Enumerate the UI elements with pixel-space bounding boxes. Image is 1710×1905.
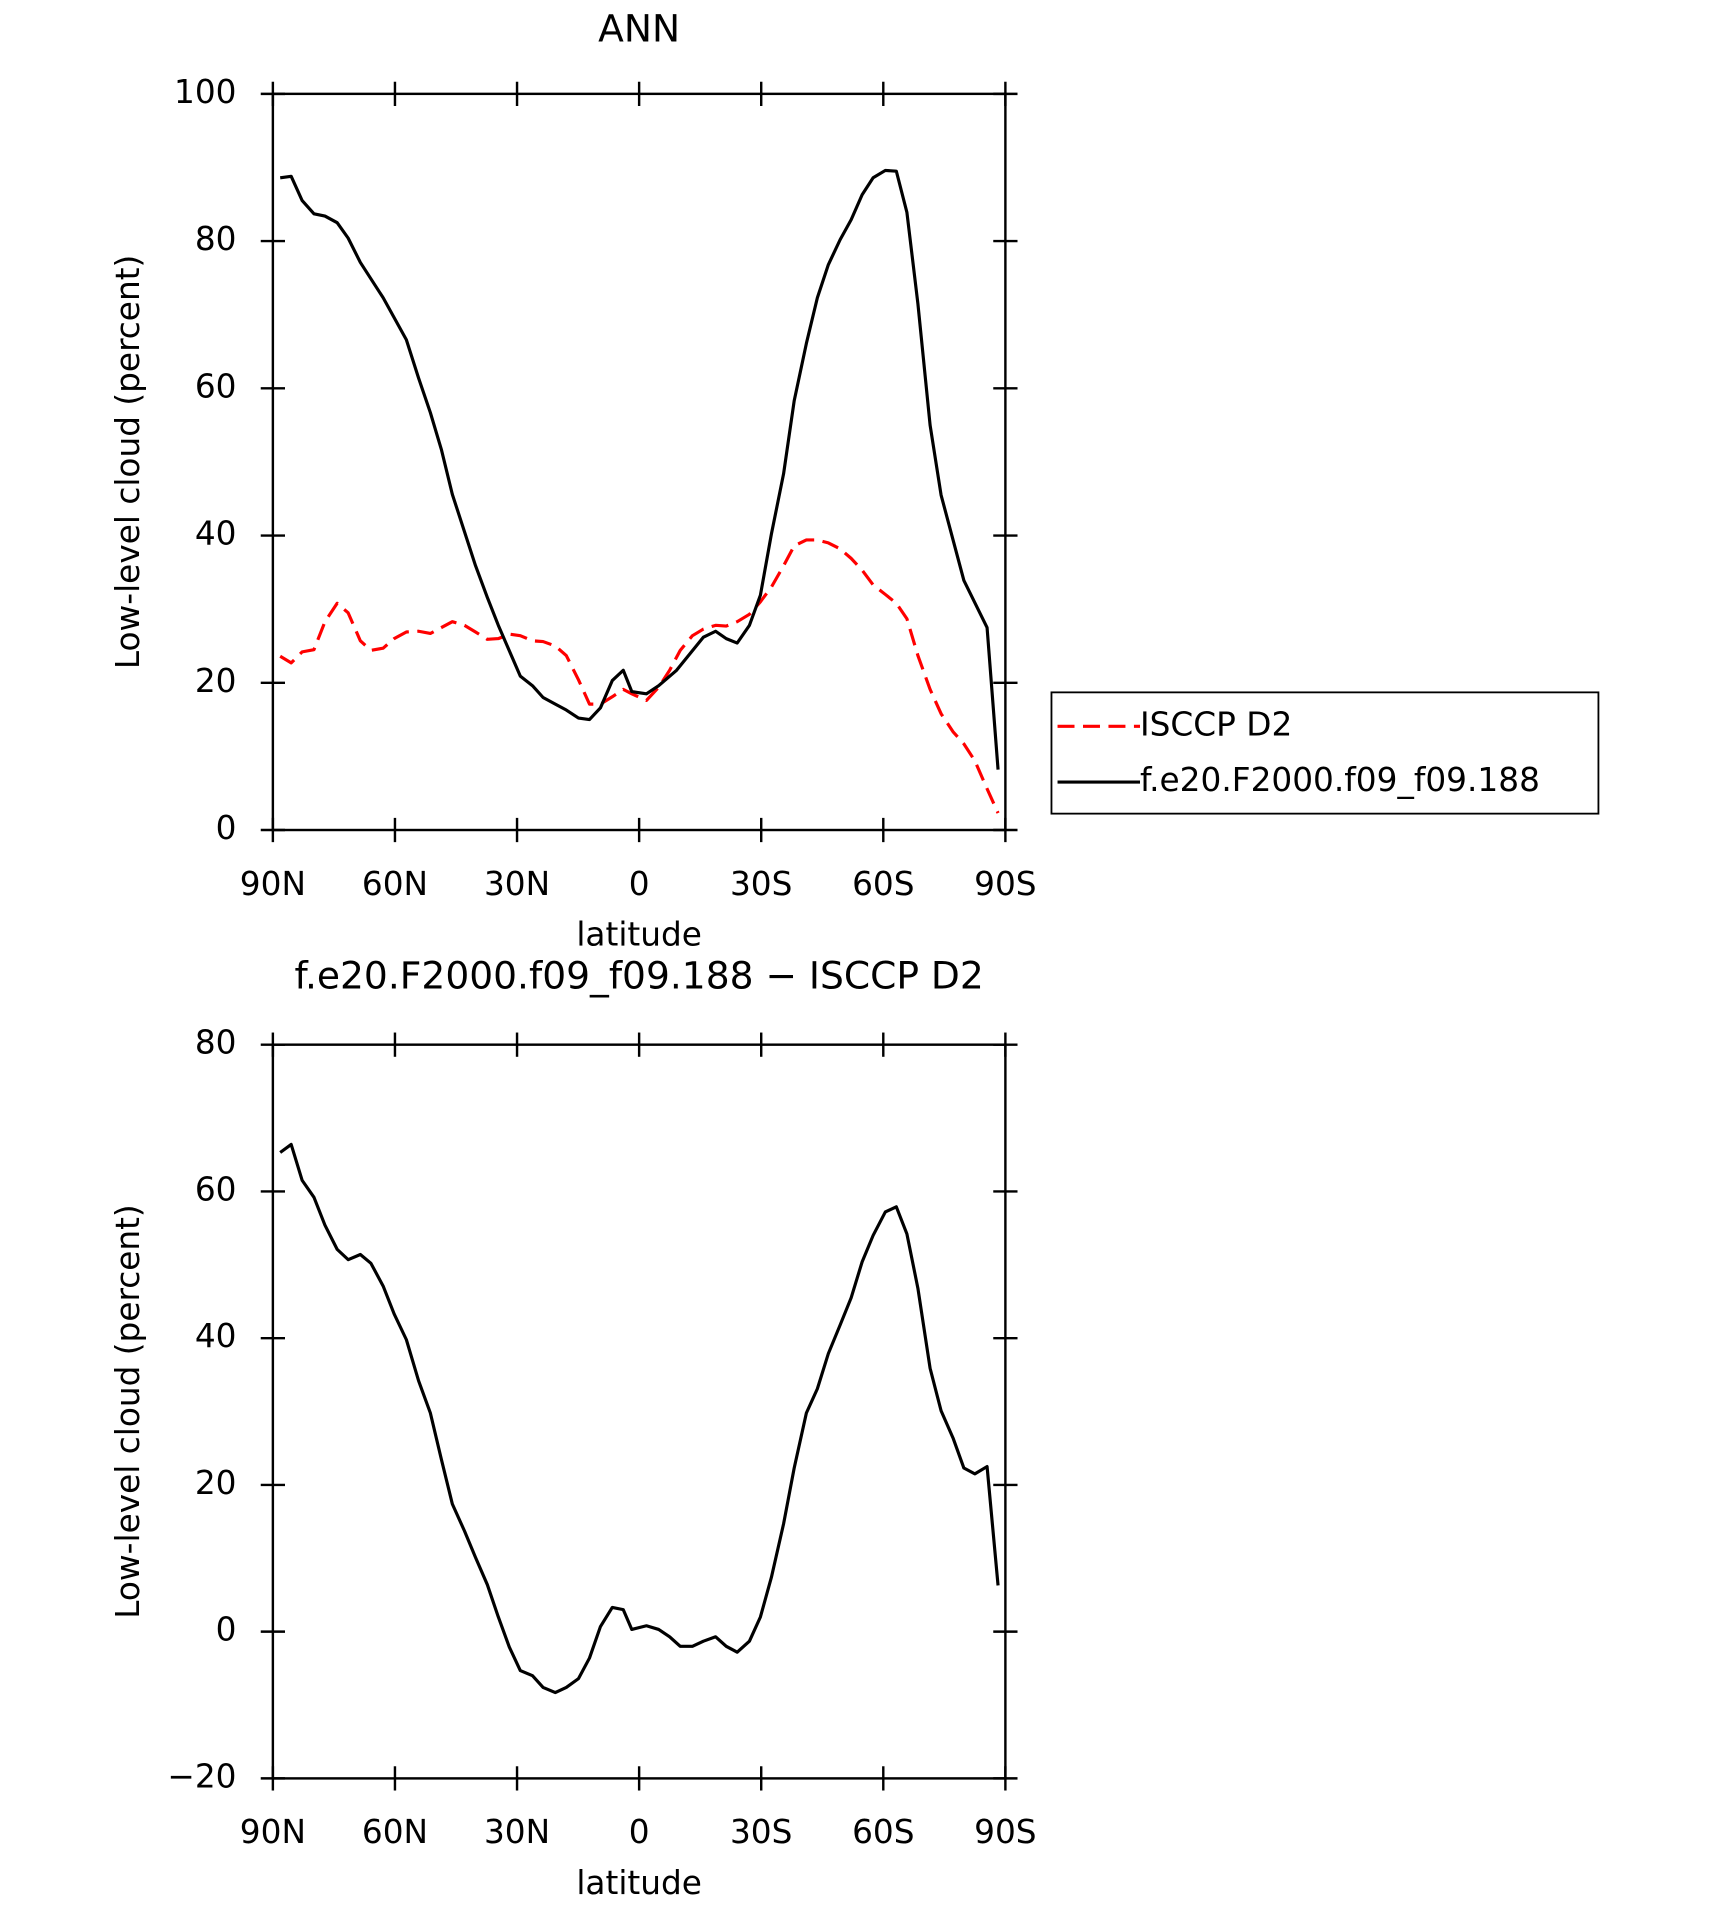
chart-title: ANN xyxy=(598,6,680,50)
x-tick-label: 90N xyxy=(240,865,306,903)
y-tick-label: 40 xyxy=(195,515,237,553)
x-tick-label: 0 xyxy=(629,1813,650,1851)
data-line xyxy=(279,538,1000,814)
data-line xyxy=(279,1142,1000,1695)
x-tick-label: 30S xyxy=(730,1813,792,1851)
y-tick-label: −20 xyxy=(167,1757,236,1795)
x-tick-label: 30N xyxy=(484,1813,550,1851)
y-tick-label: 100 xyxy=(174,73,236,111)
y-axis-label: Low-level cloud (percent) xyxy=(109,255,147,670)
x-axis-label: latitude xyxy=(576,916,702,954)
x-tick-label: 90S xyxy=(974,865,1036,903)
x-tick-label: 90S xyxy=(974,1813,1036,1851)
y-tick-label: 60 xyxy=(195,1170,237,1208)
x-tick-label: 90N xyxy=(240,1813,306,1851)
legend-label: ISCCP D2 xyxy=(1140,705,1292,743)
y-tick-label: 20 xyxy=(195,662,237,700)
y-axis-label: Low-level cloud (percent) xyxy=(109,1204,147,1619)
plot-frame xyxy=(271,92,1007,832)
plot-frame xyxy=(271,1043,1007,1780)
legend-label: f.e20.F2000.f09_f09.188 xyxy=(1140,761,1540,799)
y-tick-label: 0 xyxy=(216,809,237,847)
x-tick-label: 0 xyxy=(629,865,650,903)
chart-title: f.e20.F2000.f09_f09.188 − ISCCP D2 xyxy=(294,953,983,997)
x-tick-label: 60S xyxy=(852,1813,914,1851)
x-tick-label: 30N xyxy=(484,865,550,903)
x-tick-label: 60S xyxy=(852,865,914,903)
y-tick-label: 60 xyxy=(195,367,237,405)
y-tick-label: 40 xyxy=(195,1317,237,1355)
y-tick-label: 20 xyxy=(195,1464,237,1502)
x-tick-label: 60N xyxy=(362,865,428,903)
y-tick-label: 80 xyxy=(195,220,237,258)
x-tick-label: 30S xyxy=(730,865,792,903)
y-tick-label: 80 xyxy=(195,1024,237,1062)
y-tick-label: 0 xyxy=(216,1611,237,1649)
data-line xyxy=(279,168,1000,770)
x-tick-label: 60N xyxy=(362,1813,428,1851)
legend-box xyxy=(1050,691,1600,815)
x-axis-label: latitude xyxy=(576,1864,702,1902)
